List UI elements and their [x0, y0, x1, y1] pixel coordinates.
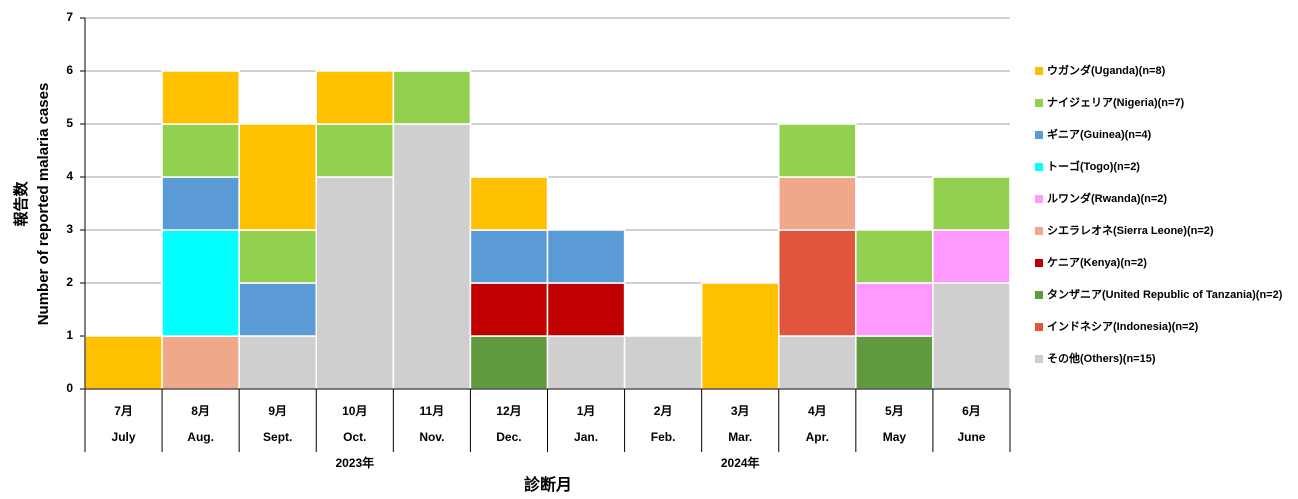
bar-segment	[855, 229, 934, 284]
x-tick-label-en: Oct.	[343, 430, 366, 444]
y-tick-label: 7	[66, 10, 73, 24]
bar-segment	[238, 123, 318, 231]
bar-segment	[392, 70, 472, 125]
x-tick-label-en: Jan.	[574, 430, 598, 444]
legend-label: ギニア(Guinea)(n=4)	[1047, 127, 1152, 141]
x-tick-label: 7月	[114, 404, 133, 418]
x-tick-label: 12月	[496, 404, 521, 418]
legend-swatch	[1035, 131, 1043, 139]
bar-segment	[623, 335, 703, 390]
legend-swatch	[1035, 227, 1043, 235]
legend-swatch	[1035, 99, 1043, 107]
bar-segment	[469, 282, 549, 337]
legend-label: その他(Others)(n=15)	[1047, 351, 1156, 365]
bar-segment	[546, 282, 626, 337]
y-axis-title: Number of reported malaria cases	[35, 83, 52, 326]
y-tick-label: 6	[66, 63, 73, 77]
x-tick-label: 2月	[654, 404, 673, 418]
bar-segment	[84, 335, 163, 390]
x-tick-label: 6月	[962, 404, 981, 418]
legend-swatch	[1035, 163, 1043, 171]
bar-segment	[161, 176, 240, 231]
bar-segment	[315, 70, 395, 125]
bar-segment	[238, 282, 318, 337]
x-tick-label: 1月	[577, 404, 596, 418]
bar-segment	[778, 229, 857, 337]
bar-segment	[855, 335, 934, 390]
legend-label: インドネシア(Indonesia)(n=2)	[1047, 320, 1199, 333]
legend-swatch	[1035, 323, 1043, 331]
bar-segment	[161, 229, 240, 337]
legend-label: タンザニア(United Republic of Tanzania)(n=2)	[1047, 288, 1283, 301]
bar-segment	[392, 123, 472, 390]
bar-segment	[238, 335, 318, 390]
bar-segment	[161, 123, 240, 178]
y-tick-label: 2	[66, 275, 73, 289]
year-label: 2023年	[335, 455, 374, 470]
x-tick-label-en: Feb.	[651, 430, 676, 444]
legend-label: シエラレオネ(Sierra Leone)(n=2)	[1047, 224, 1214, 237]
bar-segment	[315, 176, 395, 390]
bar-segment	[932, 229, 1011, 284]
bar-segment	[932, 176, 1011, 231]
x-tick-label: 5月	[885, 404, 904, 418]
legend-swatch	[1035, 195, 1043, 203]
x-tick-label-en: Nov.	[419, 430, 444, 444]
x-tick-label: 10月	[342, 404, 367, 418]
bar-segment	[238, 229, 318, 284]
x-tick-label: 9月	[268, 404, 287, 418]
x-tick-label: 4月	[808, 404, 827, 418]
legend-label: トーゴ(Togo)(n=2)	[1047, 159, 1140, 173]
legend-swatch	[1035, 259, 1043, 267]
bar-segment	[469, 229, 549, 284]
bar-segment	[855, 282, 934, 337]
x-axis-title: 診断月	[524, 475, 572, 494]
legend-swatch	[1035, 67, 1043, 75]
bar-segment	[469, 335, 549, 390]
x-tick-label-en: Aug.	[187, 430, 214, 444]
y-tick-label: 5	[66, 116, 73, 130]
bar-segment	[932, 282, 1011, 390]
x-tick-label-en: Sept.	[263, 430, 292, 444]
y-tick-label: 1	[66, 328, 73, 342]
legend-swatch	[1035, 291, 1043, 299]
x-tick-label-en: Apr.	[806, 430, 829, 444]
legend-label: ナイジェリア(Nigeria)(n=7)	[1047, 96, 1185, 109]
y-tick-label: 0	[66, 381, 73, 395]
legend-label: ルワンダ(Rwanda)(n=2)	[1047, 191, 1167, 205]
x-tick-label-en: May	[883, 430, 907, 444]
y-axis-title-ja: 報告数	[12, 181, 30, 227]
bar-segment	[315, 123, 395, 178]
bar-segment	[161, 335, 240, 390]
legend-label: ケニア(Kenya)(n=2)	[1047, 256, 1147, 269]
year-label: 2024年	[721, 455, 760, 470]
bar-segment	[546, 229, 626, 284]
bar-segment	[700, 282, 780, 390]
bar-segment	[469, 176, 549, 231]
legend-label: ウガンダ(Uganda)(n=8)	[1047, 63, 1166, 77]
x-tick-label-en: June	[957, 430, 985, 444]
x-tick-label: 8月	[191, 404, 210, 418]
bar-segment	[546, 335, 626, 390]
y-tick-label: 3	[66, 222, 73, 236]
x-tick-label-en: Dec.	[496, 430, 521, 444]
bar-segment	[778, 335, 857, 390]
x-tick-label: 11月	[420, 404, 445, 418]
x-tick-label-en: Mar.	[728, 430, 752, 444]
x-tick-label: 3月	[731, 404, 750, 418]
bar-segment	[778, 176, 857, 231]
legend-swatch	[1035, 355, 1043, 363]
x-tick-label-en: July	[112, 430, 136, 444]
y-tick-label: 4	[66, 169, 73, 183]
bar-segment	[161, 70, 240, 125]
bar-segment	[778, 123, 857, 178]
